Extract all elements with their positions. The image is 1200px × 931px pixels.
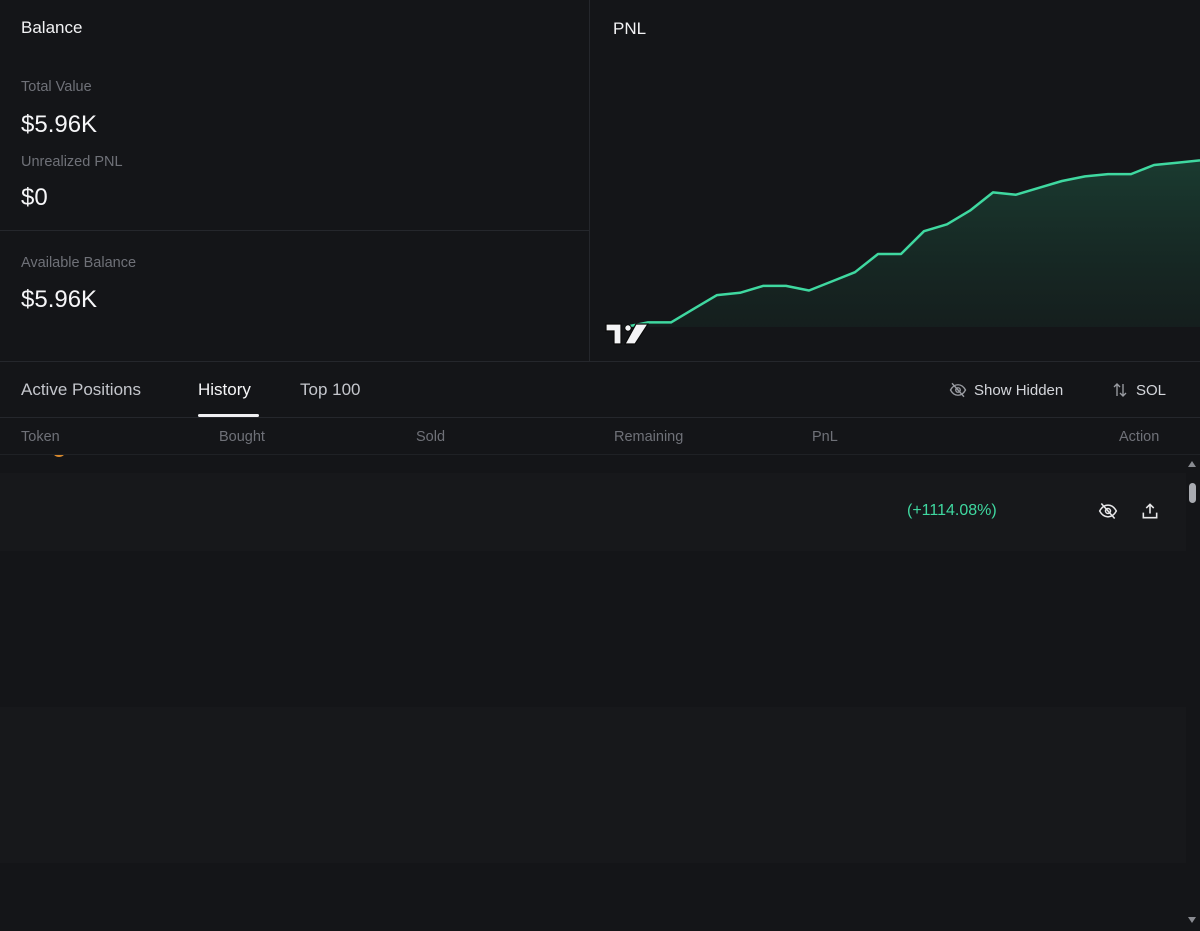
scroll-down-arrow-icon[interactable] (1188, 917, 1196, 923)
balance-title: Balance (21, 18, 83, 37)
share-upload-icon (1142, 503, 1158, 519)
eye-off-icon (1098, 503, 1118, 519)
column-remaining: Remaining (614, 429, 684, 445)
unrealized-pnl-label: Unrealized PNL (21, 154, 123, 170)
scroll-up-arrow-icon[interactable] (1188, 461, 1196, 467)
tab-top-100[interactable]: Top 100 (300, 380, 361, 399)
currency-label: SOL (1136, 381, 1167, 399)
total-value: $5.96K (21, 111, 98, 138)
summary-section: Balance Total Value $5.96K Unrealized PN… (0, 0, 1200, 362)
share-row-button[interactable] (1139, 500, 1161, 522)
column-pnl: PnL (812, 429, 838, 445)
pnl-chart (605, 159, 1200, 345)
empty-row-area-alt (0, 707, 1186, 863)
pnl-series-line (624, 159, 1200, 329)
table-row-partial (0, 455, 1186, 533)
eye-off-icon (949, 382, 967, 398)
column-token: Token (21, 429, 60, 445)
column-bought: Bought (219, 429, 265, 445)
pnl-panel: PNL (591, 0, 1200, 362)
swap-arrows-icon (1113, 383, 1127, 397)
positions-tabs: Active Positions History Top 100 Show Hi… (0, 362, 1200, 418)
table-row[interactable]: (+1114.08%) (0, 473, 1186, 551)
total-value-label: Total Value (21, 79, 92, 95)
column-action: Action (1119, 429, 1160, 445)
tradingview-logo-icon (605, 323, 650, 345)
scroll-thumb[interactable] (1189, 483, 1196, 503)
show-hidden-toggle[interactable]: Show Hidden (949, 381, 1063, 399)
available-balance-label: Available Balance (21, 255, 137, 271)
balance-overview: Balance Total Value $5.96K Unrealized PN… (0, 0, 590, 231)
active-tab-indicator (198, 414, 259, 417)
available-balance-value: $5.96K (21, 286, 98, 313)
row-pnl-percent: (+1114.08%) (907, 502, 997, 519)
show-hidden-label: Show Hidden (974, 381, 1064, 399)
table-scrollbar[interactable] (1186, 455, 1200, 931)
table-header: Token Bought Sold Remaining PnL Action (0, 419, 1200, 455)
empty-row-area (0, 551, 1186, 707)
column-sold: Sold (416, 429, 446, 445)
currency-toggle[interactable]: SOL (1111, 381, 1166, 399)
tab-active-positions[interactable]: Active Positions (21, 380, 141, 399)
history-table-body: (+1114.08%) (0, 455, 1186, 931)
balance-panel: Balance Total Value $5.96K Unrealized PN… (0, 0, 590, 362)
hide-row-button[interactable] (1097, 500, 1119, 522)
token-avatar-fragment (52, 455, 66, 457)
tab-history[interactable]: History (198, 380, 251, 399)
unrealized-pnl-value: $0 (21, 184, 48, 211)
pnl-title: PNL (613, 19, 647, 38)
